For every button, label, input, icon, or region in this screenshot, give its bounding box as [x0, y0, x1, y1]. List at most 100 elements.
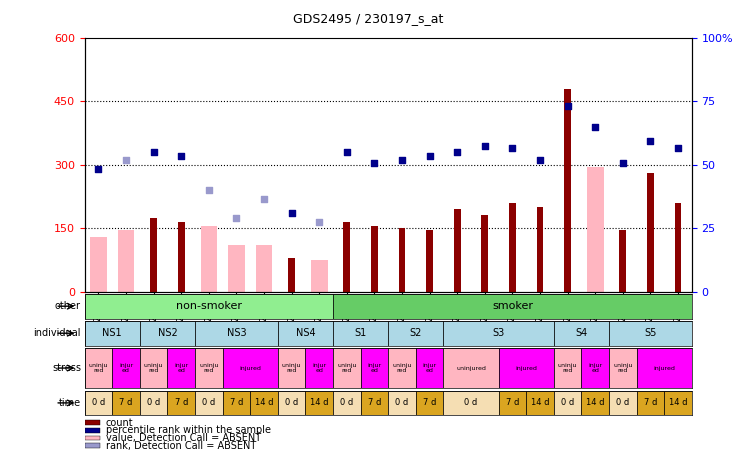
Text: other: other: [55, 301, 81, 311]
Bar: [333, 348, 361, 388]
Bar: [85, 321, 140, 346]
Point: [451, 148, 463, 156]
Point: [258, 195, 270, 202]
Text: 7 d: 7 d: [423, 399, 436, 407]
Text: injured: injured: [515, 365, 537, 371]
Point: [562, 102, 573, 109]
Text: 0 d: 0 d: [92, 399, 105, 407]
Text: value, Detection Call = ABSENT: value, Detection Call = ABSENT: [106, 433, 261, 443]
Text: uninju
red: uninju red: [282, 363, 301, 373]
Text: uninju
red: uninju red: [558, 363, 577, 373]
Bar: [481, 215, 488, 292]
Text: GDS2495 / 230197_s_at: GDS2495 / 230197_s_at: [293, 12, 443, 26]
Bar: [537, 207, 543, 292]
Text: S5: S5: [644, 328, 657, 338]
Bar: [289, 258, 295, 292]
Bar: [509, 203, 516, 292]
Text: 7 d: 7 d: [174, 399, 188, 407]
Bar: [222, 348, 277, 388]
Text: injured: injured: [239, 365, 261, 371]
Text: S3: S3: [492, 328, 505, 338]
Bar: [277, 321, 333, 346]
Text: 0 d: 0 d: [561, 399, 574, 407]
Point: [396, 157, 408, 164]
Bar: [416, 391, 443, 415]
Bar: [361, 348, 389, 388]
Bar: [637, 348, 692, 388]
Text: NS3: NS3: [227, 328, 247, 338]
Text: NS2: NS2: [158, 328, 177, 338]
Bar: [277, 348, 305, 388]
Bar: [195, 348, 222, 388]
Point: [590, 123, 601, 130]
Bar: [454, 209, 461, 292]
Text: injur
ed: injur ed: [119, 363, 133, 373]
Text: 14 d: 14 d: [531, 399, 549, 407]
Text: uninju
red: uninju red: [199, 363, 219, 373]
Text: injured: injured: [654, 365, 675, 371]
Point: [479, 142, 491, 149]
Bar: [195, 321, 277, 346]
Bar: [140, 391, 167, 415]
Text: S2: S2: [410, 328, 422, 338]
Bar: [389, 321, 443, 346]
Point: [93, 165, 105, 173]
Bar: [167, 391, 195, 415]
Bar: [85, 444, 100, 448]
Text: 14 d: 14 d: [255, 399, 273, 407]
Bar: [333, 391, 361, 415]
Bar: [581, 348, 609, 388]
Text: injur
ed: injur ed: [174, 363, 188, 373]
Text: 0 d: 0 d: [395, 399, 408, 407]
Bar: [443, 348, 498, 388]
Bar: [85, 348, 112, 388]
Bar: [250, 391, 278, 415]
Text: injur
ed: injur ed: [312, 363, 326, 373]
Text: 14 d: 14 d: [310, 399, 328, 407]
Text: 7 d: 7 d: [644, 399, 657, 407]
Bar: [426, 230, 433, 292]
Text: 0 d: 0 d: [202, 399, 216, 407]
Text: S1: S1: [355, 328, 367, 338]
Bar: [140, 321, 195, 346]
Text: uninju
red: uninju red: [613, 363, 632, 373]
Bar: [85, 391, 112, 415]
Bar: [85, 428, 100, 433]
Point: [230, 214, 242, 221]
Text: 7 d: 7 d: [506, 399, 519, 407]
Bar: [554, 348, 581, 388]
Bar: [222, 391, 250, 415]
Text: uninjured: uninjured: [456, 365, 486, 371]
Text: time: time: [59, 398, 81, 408]
Bar: [256, 245, 272, 292]
Bar: [140, 348, 167, 388]
Bar: [609, 321, 692, 346]
Point: [148, 148, 160, 156]
Bar: [609, 391, 637, 415]
Point: [617, 159, 629, 166]
Text: NS4: NS4: [296, 328, 315, 338]
Text: 0 d: 0 d: [340, 399, 353, 407]
Text: uninju
red: uninju red: [89, 363, 108, 373]
Bar: [443, 321, 553, 346]
Text: rank, Detection Call = ABSENT: rank, Detection Call = ABSENT: [106, 441, 256, 451]
Text: 0 d: 0 d: [616, 399, 629, 407]
Text: percentile rank within the sample: percentile rank within the sample: [106, 425, 271, 435]
Bar: [647, 173, 654, 292]
Bar: [443, 391, 498, 415]
Bar: [498, 348, 553, 388]
Bar: [112, 348, 140, 388]
Bar: [305, 391, 333, 415]
Text: injur
ed: injur ed: [367, 363, 381, 373]
Bar: [200, 226, 217, 292]
Bar: [178, 222, 185, 292]
Bar: [389, 391, 416, 415]
Text: injur
ed: injur ed: [588, 363, 602, 373]
Point: [506, 144, 518, 152]
Text: 0 d: 0 d: [285, 399, 298, 407]
Bar: [361, 391, 389, 415]
Bar: [565, 89, 571, 292]
Text: injur
ed: injur ed: [422, 363, 436, 373]
Point: [424, 153, 436, 160]
Text: smoker: smoker: [492, 301, 533, 311]
